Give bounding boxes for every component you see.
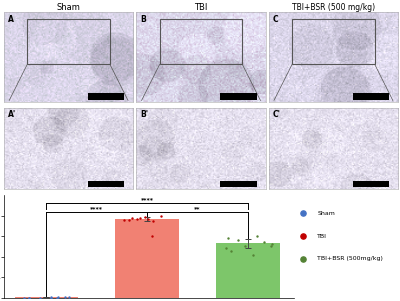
Point — [150, 218, 156, 223]
Bar — [292, 19, 375, 64]
Text: Sham: Sham — [317, 211, 335, 216]
Text: A': A' — [8, 110, 16, 119]
Point — [66, 294, 72, 299]
Point — [228, 248, 234, 253]
Text: A: A — [8, 15, 14, 24]
Point — [148, 234, 155, 238]
Text: TBI+BSR (500mg/kg): TBI+BSR (500mg/kg) — [317, 256, 383, 261]
Point — [53, 295, 60, 300]
Text: **: ** — [194, 206, 201, 212]
Point — [158, 213, 165, 218]
Point — [242, 244, 248, 249]
Point — [129, 215, 135, 220]
Point — [26, 295, 32, 300]
Point — [126, 217, 132, 222]
Point — [133, 216, 140, 221]
Title: Sham: Sham — [57, 3, 80, 12]
Text: ****: **** — [90, 206, 103, 212]
Point — [268, 242, 275, 247]
Text: B': B' — [140, 110, 148, 119]
Point — [235, 238, 241, 243]
Point — [260, 240, 267, 245]
Point — [121, 217, 127, 222]
Point — [36, 296, 43, 300]
Point — [223, 246, 229, 251]
Text: C: C — [273, 15, 278, 24]
Point — [224, 236, 231, 240]
Bar — [14, 297, 78, 298]
Point — [20, 295, 27, 300]
Point — [268, 244, 274, 249]
Point — [144, 216, 151, 221]
Point — [250, 252, 257, 257]
Text: TBI: TBI — [317, 234, 327, 239]
Point — [26, 295, 32, 300]
Point — [54, 295, 61, 299]
Point — [61, 295, 68, 300]
Point — [142, 214, 148, 219]
Text: C': C' — [273, 110, 281, 119]
Bar — [116, 219, 179, 298]
Bar — [160, 19, 242, 64]
Text: B: B — [140, 15, 146, 24]
Bar — [216, 243, 280, 298]
Point — [48, 295, 54, 300]
Point — [254, 234, 260, 238]
Bar — [27, 19, 110, 64]
Title: TBI+BSR (500 mg/kg): TBI+BSR (500 mg/kg) — [292, 3, 375, 12]
Point — [48, 295, 54, 300]
Point — [137, 215, 144, 220]
Title: TBI: TBI — [194, 3, 208, 12]
Text: ****: **** — [140, 197, 154, 202]
